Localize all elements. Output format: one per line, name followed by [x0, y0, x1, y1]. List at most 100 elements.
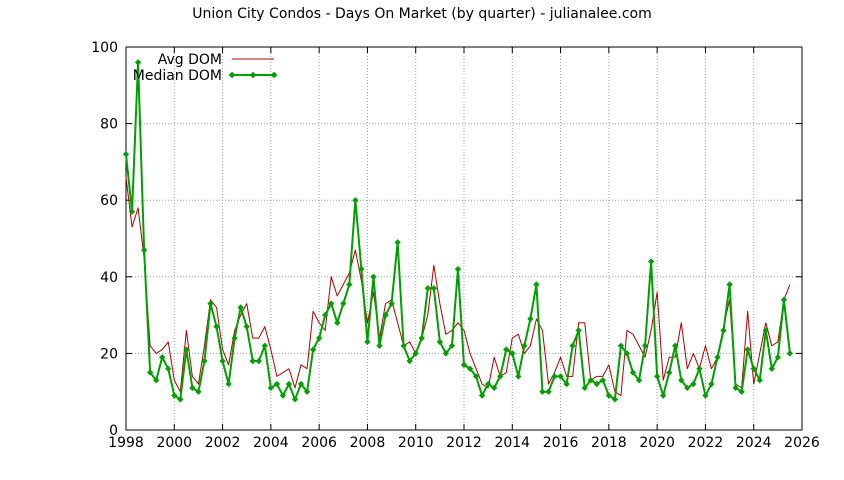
y-tick-label: 100: [91, 40, 118, 56]
data-point: [509, 350, 516, 357]
data-point: [744, 346, 751, 353]
data-point: [430, 285, 437, 292]
data-point: [140, 246, 148, 254]
data-point: [207, 300, 214, 307]
data-point: [297, 380, 305, 388]
data-point: [726, 281, 733, 288]
data-point: [340, 300, 347, 307]
x-tick-label: 2002: [205, 435, 241, 451]
data-point: [672, 342, 679, 349]
data-point: [780, 296, 788, 303]
data-point: [491, 384, 498, 392]
data-point: [635, 377, 643, 384]
data-point: [394, 239, 401, 246]
data-point: [134, 59, 142, 66]
data-point: [267, 384, 275, 392]
series-layer: [122, 59, 794, 403]
x-tick-label: 2016: [543, 435, 579, 451]
data-point: [249, 357, 256, 365]
data-point: [213, 323, 220, 330]
data-point: [786, 350, 794, 357]
data-point: [484, 380, 492, 388]
grid: [126, 47, 802, 430]
x-tick-label: 2008: [350, 435, 386, 451]
data-point: [322, 311, 329, 319]
data-point: [183, 346, 190, 353]
data-point: [255, 357, 262, 365]
data-point: [563, 380, 570, 388]
data-point: [599, 377, 606, 384]
data-point: [587, 377, 594, 384]
legend-marker: [249, 71, 257, 79]
data-point: [382, 311, 389, 319]
series-1: [122, 59, 794, 403]
data-point: [750, 365, 757, 372]
legend-marker: [228, 71, 236, 79]
x-tick-label: 2012: [446, 435, 482, 451]
data-point: [237, 304, 244, 311]
legend-label: Avg DOM: [158, 52, 222, 68]
data-point: [768, 365, 775, 372]
data-point: [617, 342, 625, 349]
data-point: [611, 396, 619, 403]
data-point: [424, 285, 431, 292]
data-point: [400, 342, 407, 349]
data-point: [647, 258, 655, 265]
data-point: [273, 380, 281, 388]
x-axis-ticks: 1998 2000 2002 2004 2006 2008 2010 2012 2014 2016…: [108, 47, 820, 451]
data-point: [165, 365, 172, 372]
data-point: [708, 380, 715, 388]
data-point: [285, 380, 293, 388]
data-point: [702, 392, 709, 399]
data-point: [388, 300, 395, 307]
x-tick-label: 2010: [398, 435, 434, 451]
data-point: [545, 388, 552, 395]
data-point: [756, 377, 763, 384]
x-tick-label: 2024: [736, 435, 772, 451]
data-point: [231, 334, 238, 342]
data-point: [738, 388, 745, 395]
x-tick-label: 2004: [253, 435, 289, 451]
data-point: [412, 350, 419, 357]
data-point: [605, 392, 613, 399]
data-point: [122, 151, 130, 158]
data-point: [328, 300, 335, 307]
x-tick-label: 2018: [591, 435, 627, 451]
data-point: [533, 281, 540, 288]
data-point: [376, 342, 383, 349]
legend-marker: [270, 71, 278, 79]
data-point: [358, 265, 365, 273]
data-point: [303, 388, 311, 395]
data-point: [243, 323, 250, 330]
data-point: [653, 373, 661, 380]
y-tick-label: 80: [100, 117, 118, 133]
data-point: [159, 354, 166, 361]
y-tick-label: 60: [100, 193, 118, 209]
data-point: [201, 357, 208, 365]
data-point: [454, 265, 462, 273]
data-point: [352, 197, 359, 204]
data-point: [521, 342, 528, 349]
data-point: [128, 208, 136, 215]
data-point: [195, 388, 202, 395]
data-point: [774, 354, 782, 361]
series-line: [125, 177, 791, 397]
data-point: [527, 315, 534, 323]
data-point: [684, 384, 691, 392]
data-point: [503, 346, 510, 353]
x-tick-label: 2022: [688, 435, 724, 451]
data-point: [660, 392, 667, 399]
data-point: [442, 350, 450, 357]
data-point: [370, 273, 377, 280]
data-point: [406, 357, 413, 365]
x-tick-label: 1998: [108, 435, 144, 451]
data-point: [593, 380, 600, 388]
data-point: [219, 357, 226, 365]
data-point: [146, 369, 154, 376]
data-point: [177, 396, 184, 403]
data-point: [732, 384, 739, 392]
data-point: [153, 377, 160, 384]
data-point: [690, 380, 697, 388]
